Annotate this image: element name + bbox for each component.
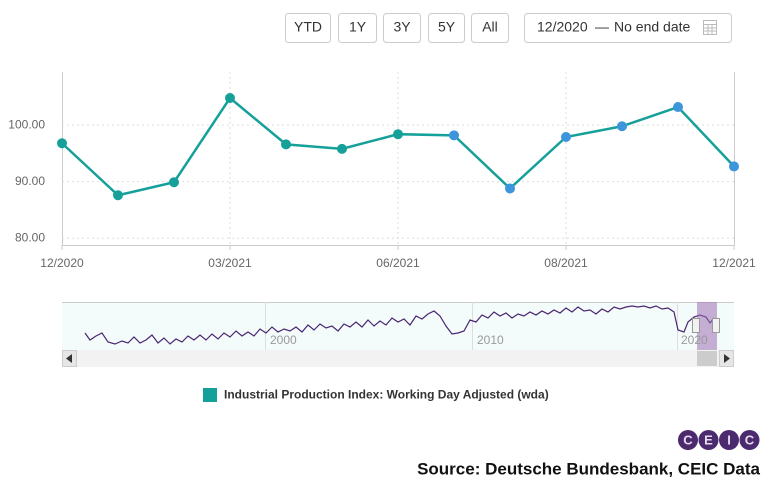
legend-swatch[interactable] bbox=[203, 388, 217, 402]
range-button-label: All bbox=[482, 19, 498, 35]
logo-circle bbox=[719, 430, 739, 450]
data-point[interactable] bbox=[505, 183, 515, 194]
range-button-label: 3Y bbox=[393, 19, 411, 35]
logo-circle bbox=[698, 430, 719, 450]
source-note: Source: Deutsche Bundesbank, CEIC Data bbox=[417, 459, 760, 478]
data-point[interactable] bbox=[673, 102, 683, 113]
x-tick-label: 08/2021 bbox=[544, 256, 588, 270]
x-tick-label: 06/2021 bbox=[376, 256, 420, 270]
legend-label[interactable]: Industrial Production Index: Working Day… bbox=[224, 388, 549, 402]
calendar-icon[interactable] bbox=[703, 20, 717, 35]
data-point[interactable] bbox=[729, 161, 739, 172]
navigator-label: 2010 bbox=[477, 333, 504, 347]
range-separator: — bbox=[595, 19, 609, 35]
range-button-label: YTD bbox=[294, 19, 322, 35]
logo-circle bbox=[678, 430, 698, 450]
data-point[interactable] bbox=[281, 139, 291, 150]
data-point[interactable] bbox=[561, 132, 571, 143]
data-point[interactable] bbox=[337, 143, 347, 154]
logo-letter: E bbox=[704, 432, 713, 447]
data-point[interactable] bbox=[449, 130, 459, 141]
data-point[interactable] bbox=[57, 138, 67, 149]
range-button[interactable] bbox=[471, 13, 509, 43]
x-tick-label: 03/2021 bbox=[208, 256, 252, 270]
range-button[interactable] bbox=[285, 13, 331, 43]
range-button-label: 1Y bbox=[349, 19, 367, 35]
y-tick-label: 90.00 bbox=[15, 174, 45, 188]
logo-letter: I bbox=[727, 432, 731, 447]
date-range[interactable] bbox=[524, 13, 732, 43]
navigator[interactable] bbox=[62, 302, 734, 367]
range-button[interactable] bbox=[338, 13, 377, 43]
range-button-label: 5Y bbox=[438, 19, 456, 35]
logo-letter: C bbox=[745, 432, 755, 447]
x-tick-label: 12/2021 bbox=[712, 256, 756, 270]
logo-letter: C bbox=[683, 432, 693, 447]
data-point[interactable] bbox=[617, 121, 627, 132]
range-start: 12/2020 bbox=[537, 19, 588, 35]
range-button[interactable] bbox=[428, 13, 465, 43]
navigator-label: 2000 bbox=[270, 333, 297, 347]
data-point[interactable] bbox=[113, 190, 123, 201]
logo-circle bbox=[739, 430, 760, 450]
data-point[interactable] bbox=[169, 177, 179, 188]
range-end: No end date bbox=[614, 19, 690, 35]
data-point[interactable] bbox=[393, 129, 403, 140]
data-point[interactable] bbox=[225, 93, 235, 104]
navigator-label: 2020 bbox=[681, 333, 708, 347]
y-tick-label: 80.00 bbox=[15, 230, 45, 244]
range-button[interactable] bbox=[383, 13, 421, 43]
x-tick-label: 12/2020 bbox=[40, 256, 84, 270]
y-tick-label: 100.00 bbox=[8, 117, 45, 131]
